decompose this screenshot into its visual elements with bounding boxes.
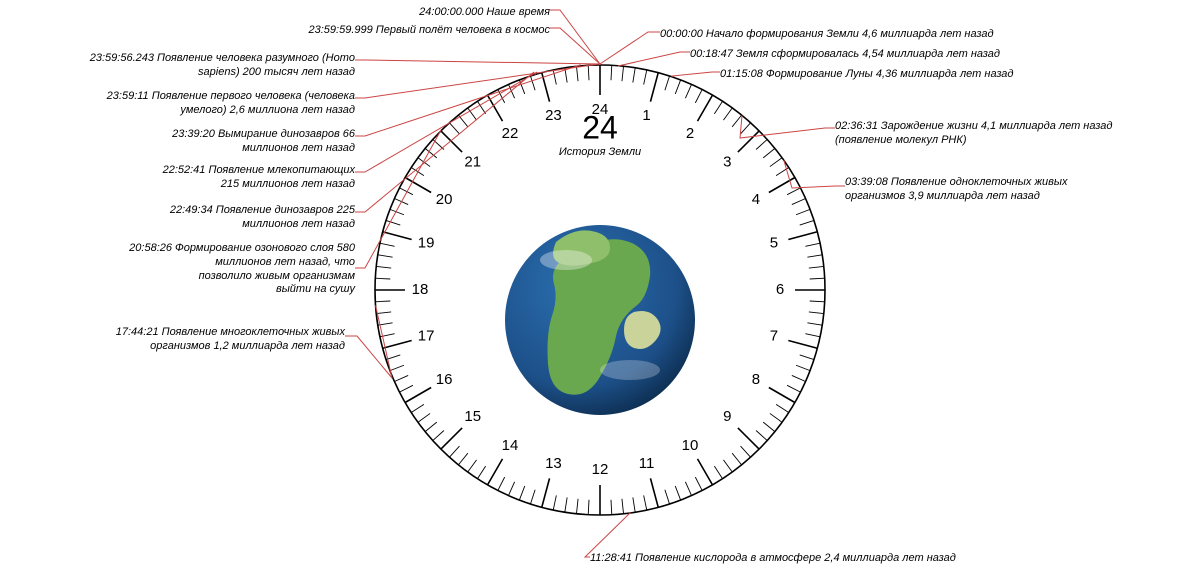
hour-label-5: 5	[770, 234, 778, 251]
hour-label-1: 1	[642, 107, 650, 124]
hour-label-8: 8	[752, 371, 760, 388]
hour-label-18: 18	[412, 281, 429, 298]
hour-label-16: 16	[436, 371, 453, 388]
event-label: 23:59:59.999 Первый полёт человека в кос…	[240, 24, 550, 38]
hour-label-13: 13	[545, 455, 562, 472]
center-sub: История Земли	[559, 146, 641, 158]
hour-label-10: 10	[682, 437, 699, 454]
event-label: 02:36:31 Зарождение жизни 4,1 миллиарда …	[835, 120, 1190, 148]
hour-label-17: 17	[418, 328, 435, 345]
event-label: 01:15:08 Формирование Луны 4,36 миллиард…	[720, 68, 1190, 82]
hour-label-19: 19	[418, 234, 435, 251]
hour-label-15: 15	[464, 408, 481, 425]
event-label: 23:59:56.243 Появление человека разумног…	[10, 52, 355, 80]
leader-line	[355, 64, 599, 98]
hour-label-12: 12	[592, 461, 609, 478]
hour-label-11: 11	[639, 455, 655, 472]
hour-label-22: 22	[502, 125, 519, 142]
leader-line	[355, 65, 580, 136]
hour-label-6: 6	[776, 281, 784, 298]
event-label: 24:00:00.000 Наше время	[350, 6, 550, 20]
leader-line	[618, 52, 690, 66]
event-label: 17:44:21 Появление многоклеточных живых …	[45, 326, 345, 354]
hour-label-21: 21	[464, 154, 481, 171]
hour-label-23: 23	[545, 107, 562, 124]
hour-label-4: 4	[752, 191, 760, 208]
leader-line	[345, 305, 392, 378]
hour-label-3: 3	[723, 154, 731, 171]
hour-label-2: 2	[686, 125, 694, 142]
hour-label-9: 9	[723, 408, 731, 425]
event-label: 03:39:08 Появление одноклеточных живых о…	[845, 176, 1190, 204]
leader-line	[355, 60, 600, 65]
event-label: 22:49:34 Появление динозавров 225 миллио…	[65, 204, 355, 232]
event-label: 23:59:11 Появление первого человека (чел…	[30, 90, 355, 118]
center-big: 24	[582, 109, 618, 145]
hour-label-20: 20	[436, 191, 453, 208]
event-label: 20:58:26 Формирование озонового слоя 580…	[55, 242, 355, 297]
event-label: 22:52:41 Появление млекопитающих 215 мил…	[65, 164, 355, 192]
event-label: 11:28:41 Появление кислорода в атмосфере…	[590, 552, 1150, 566]
event-label: 23:39:20 Вымирание динозавров 66 миллион…	[75, 128, 355, 156]
leader-line	[585, 513, 631, 557]
hour-label-14: 14	[502, 437, 519, 454]
leader-line	[550, 28, 600, 65]
event-label: 00:18:47 Земля сформировалась 4,54 милли…	[690, 48, 1190, 62]
leader-line	[600, 32, 660, 65]
hour-label-7: 7	[770, 328, 778, 345]
event-label: 00:00:00 Начало формирования Земли 4,6 м…	[660, 28, 1180, 42]
leader-line	[672, 72, 720, 77]
